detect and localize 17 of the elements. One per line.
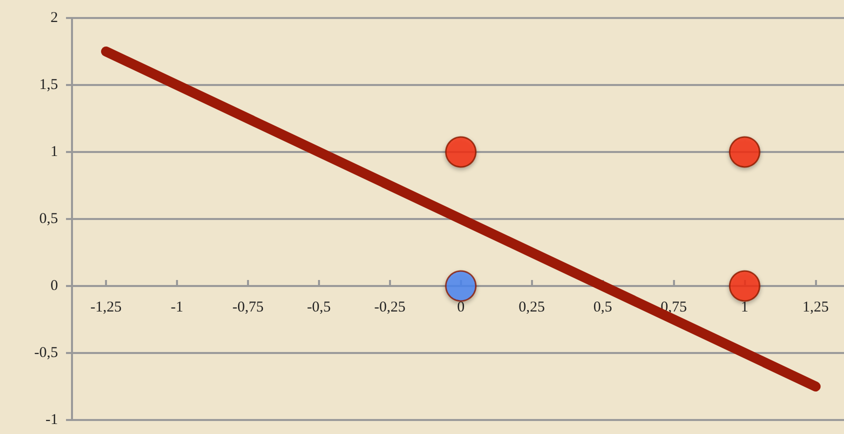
y-tick-label: 0 <box>50 278 58 294</box>
y-tick-label: -0,5 <box>34 345 58 361</box>
y-tick-label: 2 <box>50 10 58 26</box>
x-tick-label: 0,5 <box>593 300 612 316</box>
x-tick-label: 1 <box>740 300 748 316</box>
y-tick-label: 1,5 <box>39 77 58 93</box>
x-tick-label: -1,25 <box>90 300 122 316</box>
y-tick-label: 0,5 <box>39 211 58 227</box>
x-tick-label: 1,25 <box>802 300 829 316</box>
y-tick-label: -1 <box>46 412 58 428</box>
x-tick-label: -1 <box>170 300 184 316</box>
x-tick-label: -0,75 <box>232 300 264 316</box>
x-tick-label: -0,5 <box>307 300 331 316</box>
y-tick-label: 1 <box>50 144 58 160</box>
x-tick-label: -0,25 <box>374 300 406 316</box>
x-tick-label: 0 <box>457 300 465 316</box>
x-tick-label: 0,25 <box>518 300 545 316</box>
